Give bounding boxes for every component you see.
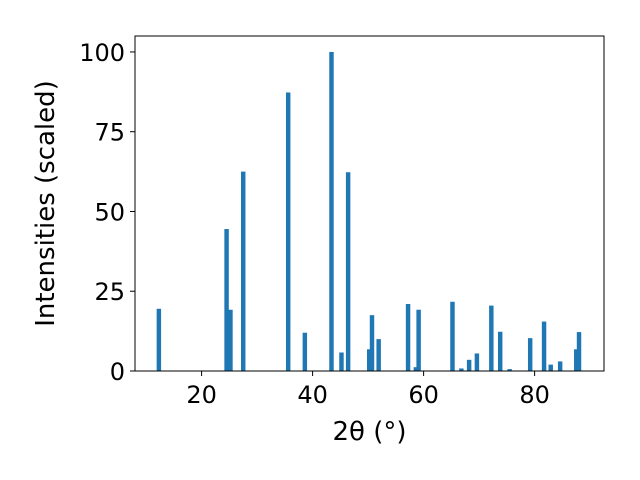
bar	[302, 332, 308, 371]
y-tick-label: 25	[94, 278, 125, 306]
bar	[466, 359, 472, 371]
bar	[285, 92, 291, 371]
bar	[557, 361, 563, 371]
bar	[548, 364, 553, 371]
bar	[224, 229, 229, 371]
x-tick-label: 20	[186, 381, 217, 409]
bar	[376, 339, 381, 371]
y-tick-label: 100	[79, 39, 125, 67]
x-axis-label: 2θ (°)	[332, 417, 406, 447]
bar	[507, 369, 512, 371]
x-tick-label: 60	[408, 381, 439, 409]
bar	[367, 349, 372, 371]
bar	[416, 309, 421, 371]
plot-frame	[134, 35, 605, 372]
y-tick-label: 50	[94, 198, 125, 226]
bar	[405, 304, 411, 371]
bar	[413, 367, 419, 371]
bar	[369, 315, 375, 371]
bar	[527, 338, 533, 371]
bar	[474, 353, 480, 371]
x-tick-label: 80	[519, 381, 550, 409]
bar	[497, 331, 503, 371]
bar	[574, 349, 579, 371]
bar	[459, 368, 464, 371]
x-tick-label: 40	[297, 381, 328, 409]
x-axis-ticks: 20 40 60 80	[186, 371, 550, 409]
bar	[576, 332, 582, 371]
bar	[345, 172, 351, 371]
bar	[489, 305, 494, 371]
y-tick-label: 0	[110, 358, 125, 386]
bar	[241, 171, 246, 371]
bar	[339, 352, 344, 371]
bar	[450, 301, 455, 371]
y-axis-ticks: 0 25 50 75 100	[79, 39, 135, 386]
bar	[228, 309, 233, 371]
bar	[329, 51, 334, 371]
y-tick-label: 75	[94, 119, 125, 147]
y-axis-label: Intensities (scaled)	[31, 80, 61, 327]
bar	[541, 321, 547, 371]
bar	[156, 308, 162, 371]
bars	[156, 51, 582, 371]
